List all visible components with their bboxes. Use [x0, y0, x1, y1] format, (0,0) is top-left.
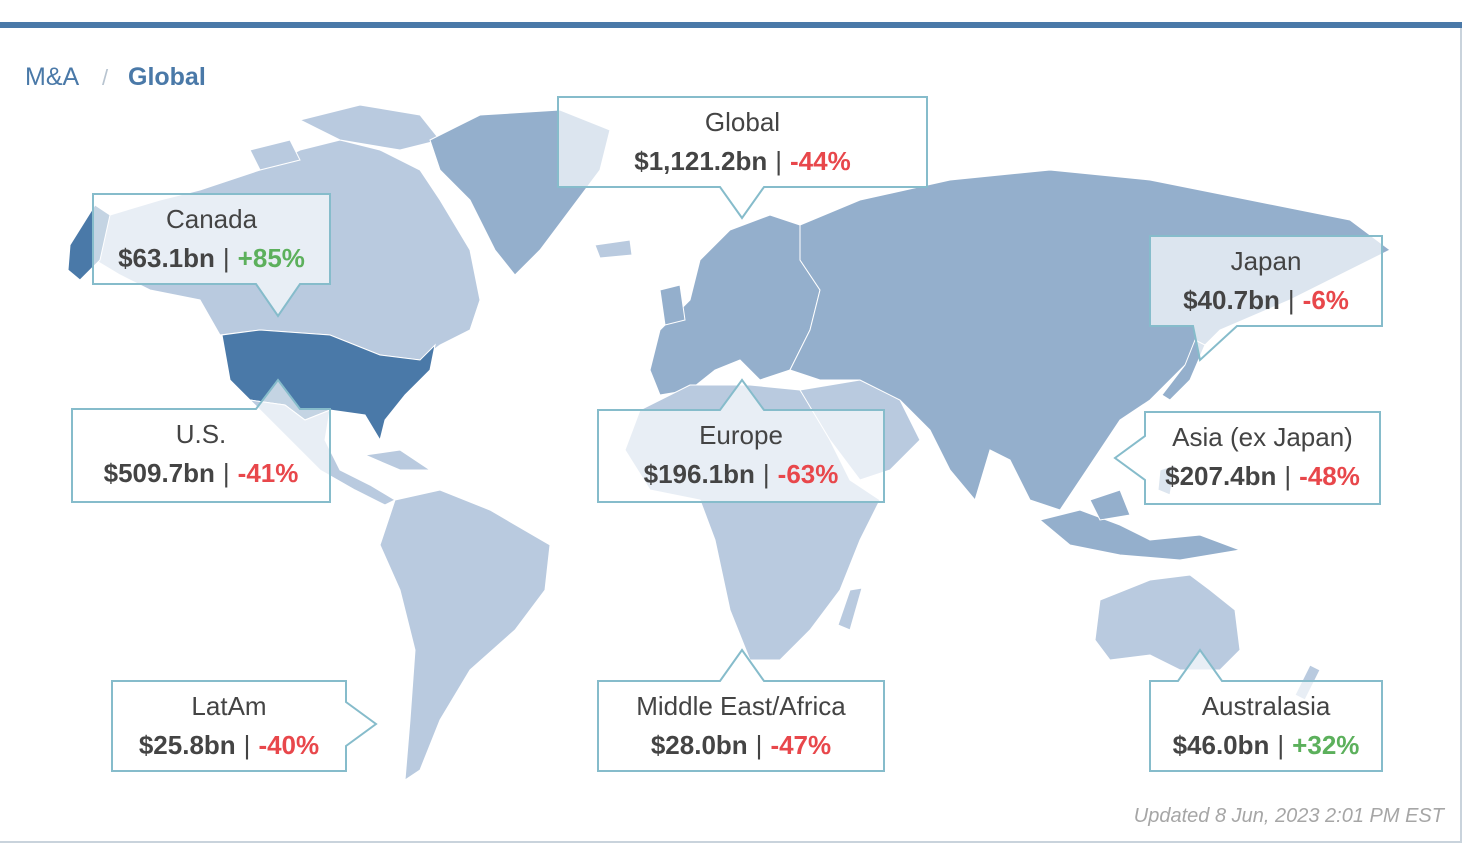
callout-box [111, 680, 378, 772]
callout-box [597, 648, 885, 772]
region-name: Asia (ex Japan) [1172, 422, 1353, 452]
region-stats: $40.7bn | -6% [1183, 285, 1349, 315]
region-stats: $196.1bn | -63% [644, 459, 839, 489]
change-percent: -44% [790, 146, 851, 176]
region-callout[interactable]: Canada $63.1bn | +85% [92, 193, 331, 318]
value-separator: | [756, 730, 763, 760]
frame [0, 28, 1462, 843]
region-stats: $28.0bn | -47% [651, 730, 831, 760]
value-separator: | [1284, 461, 1291, 491]
region-name: Europe [699, 420, 783, 450]
south-america[interactable] [379, 489, 551, 781]
region-callout[interactable]: Asia (ex Japan) $207.4bn | -48% [1113, 411, 1381, 505]
breadcrumb-separator: / [102, 65, 109, 90]
change-percent: -40% [258, 730, 319, 760]
region-stats: $207.4bn | -48% [1165, 461, 1360, 491]
region-name: Middle East/Africa [636, 691, 846, 721]
region-callout[interactable]: Europe $196.1bn | -63% [597, 378, 885, 503]
region-callout[interactable]: Middle East/Africa $28.0bn | -47% [597, 648, 885, 772]
value-separator: | [775, 146, 782, 176]
callout-box [597, 378, 885, 503]
region-stats: $25.8bn | -40% [139, 730, 319, 760]
top-bar [0, 22, 1462, 28]
region-callout[interactable]: Australasia $46.0bn | +32% [1149, 648, 1383, 772]
value-separator: | [763, 459, 770, 489]
deal-value: $46.0bn [1173, 730, 1270, 760]
region-callout[interactable]: Global $1,121.2bn | -44% [557, 96, 928, 220]
region-stats: $1,121.2bn | -44% [634, 146, 850, 176]
callout-box [1149, 235, 1383, 362]
breadcrumb-current: Global [128, 63, 206, 91]
australia[interactable] [1094, 574, 1241, 671]
caribbean [363, 449, 432, 471]
value-separator: | [223, 243, 230, 273]
region-callout[interactable]: LatAm $25.8bn | -40% [111, 680, 378, 772]
updated-note: Updated 8 Jun, 2023 2:01 PM EST [1134, 805, 1446, 827]
change-percent: -47% [770, 730, 831, 760]
region-name: Australasia [1202, 691, 1331, 721]
region-stats: $63.1bn | +85% [118, 243, 305, 273]
deal-value: $40.7bn [1183, 285, 1280, 315]
callout-box [71, 378, 331, 503]
change-percent: -63% [778, 459, 839, 489]
deal-value: $509.7bn [104, 458, 215, 488]
callout-box [92, 193, 331, 318]
change-percent: -6% [1303, 285, 1349, 315]
region-name: Canada [166, 204, 258, 234]
callouts: Global $1,121.2bn | -44% Canada $63.1bn | +85% J… [71, 96, 1383, 772]
value-separator: | [244, 730, 251, 760]
madagascar [837, 587, 863, 631]
deal-value: $28.0bn [651, 730, 748, 760]
region-name: LatAm [191, 691, 266, 721]
deal-value: $63.1bn [118, 243, 215, 273]
change-percent: +85% [238, 243, 305, 273]
value-separator: | [1288, 285, 1295, 315]
breadcrumb-parent[interactable]: M&A [25, 63, 80, 91]
southeast-asia [1038, 509, 1242, 561]
region-callout[interactable]: U.S. $509.7bn | -41% [71, 378, 331, 503]
callout-box [1113, 411, 1381, 505]
region-name: U.S. [176, 419, 227, 449]
callout-box [1149, 648, 1383, 772]
deal-value: $1,121.2bn [634, 146, 767, 176]
callout-box [557, 96, 928, 220]
region-stats: $509.7bn | -41% [104, 458, 299, 488]
value-separator: | [223, 458, 230, 488]
change-percent: -48% [1299, 461, 1360, 491]
iceland [594, 239, 633, 259]
change-percent: -41% [238, 458, 299, 488]
region-callout[interactable]: Japan $40.7bn | -6% [1149, 235, 1383, 362]
deal-value: $196.1bn [644, 459, 755, 489]
region-name: Japan [1231, 246, 1302, 276]
deal-value: $25.8bn [139, 730, 236, 760]
uk [659, 284, 686, 326]
deal-value: $207.4bn [1165, 461, 1276, 491]
region-stats: $46.0bn | +32% [1173, 730, 1360, 760]
region-name: Global [705, 107, 780, 137]
change-percent: +32% [1292, 730, 1359, 760]
value-separator: | [1277, 730, 1284, 760]
